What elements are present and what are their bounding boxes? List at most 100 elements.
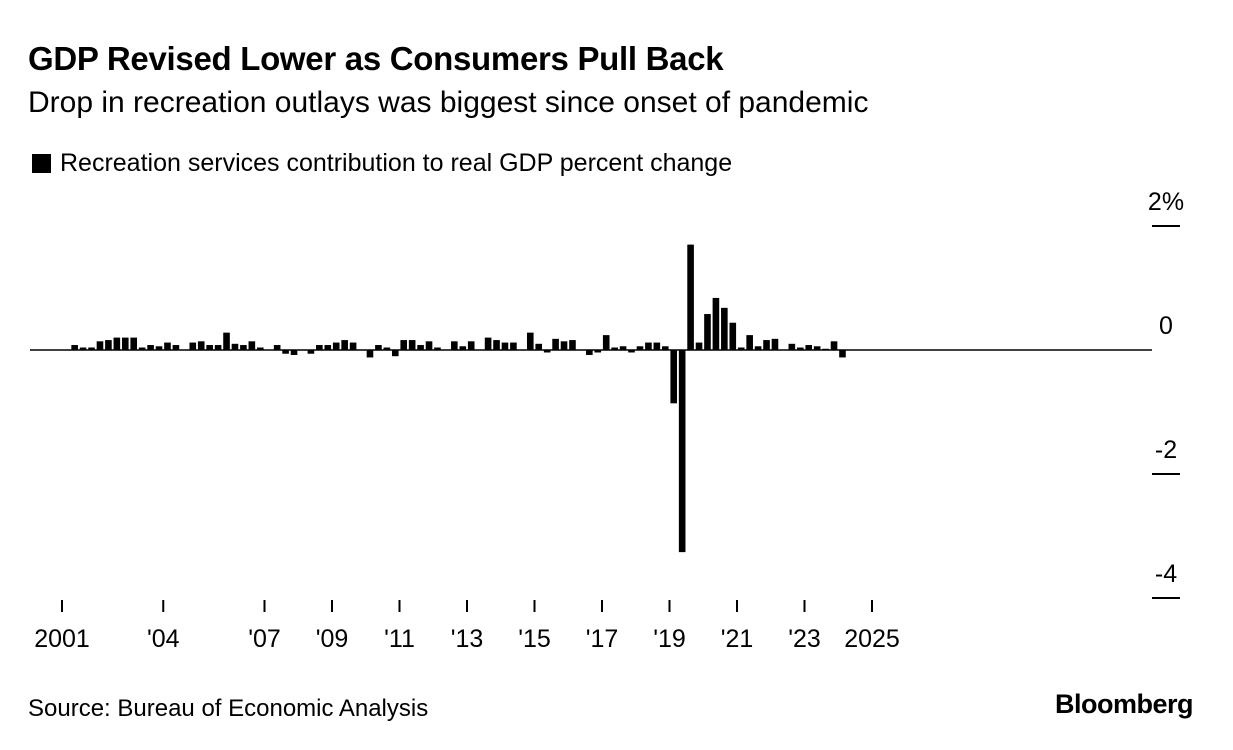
bar (434, 347, 441, 350)
bar (687, 244, 694, 350)
bar (746, 335, 753, 350)
bar (223, 332, 230, 350)
bar (366, 350, 374, 358)
bar (164, 342, 171, 350)
bar (737, 347, 745, 350)
bar (290, 350, 298, 355)
bar (391, 350, 399, 357)
bar (569, 340, 576, 350)
bar (805, 345, 813, 350)
legend-label: Recreation services contribution to real… (60, 149, 733, 177)
bar (375, 345, 382, 350)
bar (695, 342, 703, 350)
x-tick-label: '17 (586, 625, 619, 653)
bar (510, 342, 517, 350)
y-tick-label: -4 (1155, 560, 1177, 588)
bar (467, 341, 475, 350)
bar (670, 350, 678, 404)
bar (586, 350, 593, 355)
bar (771, 338, 779, 350)
x-tick-label: '23 (788, 625, 821, 653)
bar (307, 350, 315, 354)
bar (704, 314, 711, 350)
bar (594, 350, 602, 353)
y-tick-label: 0 (1159, 312, 1173, 340)
bar (653, 342, 661, 350)
bar (71, 345, 78, 350)
bar (324, 345, 332, 350)
y-tick-label: 2% (1148, 188, 1184, 216)
bar (484, 337, 492, 350)
bar (79, 347, 87, 350)
chart-subtitle: Drop in recreation outlays was biggest s… (28, 86, 869, 119)
x-tick-label: 2025 (844, 625, 900, 653)
bar (526, 332, 534, 350)
chart-title: GDP Revised Lower as Consumers Pull Back (28, 40, 724, 77)
bar (408, 340, 416, 350)
bar (197, 341, 205, 350)
bar (636, 346, 644, 350)
bar (721, 307, 728, 350)
bar (206, 345, 213, 350)
bar (88, 347, 95, 350)
bar (552, 338, 559, 350)
bar (830, 341, 838, 350)
bar (316, 345, 323, 350)
bar (214, 345, 222, 350)
bar (493, 340, 500, 350)
x-tick-label: '21 (721, 625, 754, 653)
bar (147, 345, 154, 350)
x-tick-label: '11 (384, 625, 415, 653)
bar (400, 340, 408, 350)
bar (332, 342, 340, 350)
bar (813, 346, 821, 350)
bar (796, 347, 804, 350)
bar (602, 335, 610, 350)
bar (645, 342, 652, 350)
bar (172, 345, 180, 350)
bar (678, 350, 686, 553)
x-tick-label: '07 (248, 625, 281, 653)
x-tick-label: '13 (451, 625, 484, 653)
bar (535, 343, 543, 350)
bar (189, 342, 197, 350)
bar (754, 346, 762, 350)
bar (451, 341, 458, 350)
bar (113, 337, 121, 350)
bar (763, 340, 770, 350)
bar (231, 343, 239, 350)
bar (611, 347, 618, 350)
bloomberg-logo: Bloomberg (1054, 689, 1194, 719)
bar (459, 346, 467, 350)
bar (105, 340, 112, 350)
bar (256, 347, 264, 350)
bar (349, 342, 357, 350)
bar (121, 337, 129, 350)
bar (155, 346, 163, 350)
bar (839, 350, 846, 358)
bar (273, 345, 281, 350)
bar (619, 346, 627, 350)
bar (138, 347, 146, 350)
bar (248, 341, 256, 350)
bar (341, 340, 348, 350)
bar (661, 346, 669, 350)
bar (712, 297, 720, 350)
x-tick-label: '19 (653, 625, 686, 653)
bar (501, 342, 509, 350)
bar (240, 345, 247, 350)
source-note: Source: Bureau of Economic Analysis (28, 695, 429, 722)
legend-swatch (32, 154, 51, 173)
legend: Recreation services contribution to real… (32, 149, 732, 178)
bar (96, 341, 104, 350)
x-tick-label: 2001 (34, 625, 90, 653)
bar (417, 345, 424, 350)
bar (425, 341, 433, 350)
bar (560, 341, 568, 350)
x-tick-label: '15 (518, 625, 551, 653)
bar (282, 350, 289, 354)
x-tick-label: '04 (147, 625, 180, 653)
bar (729, 322, 737, 350)
bar (628, 350, 635, 353)
